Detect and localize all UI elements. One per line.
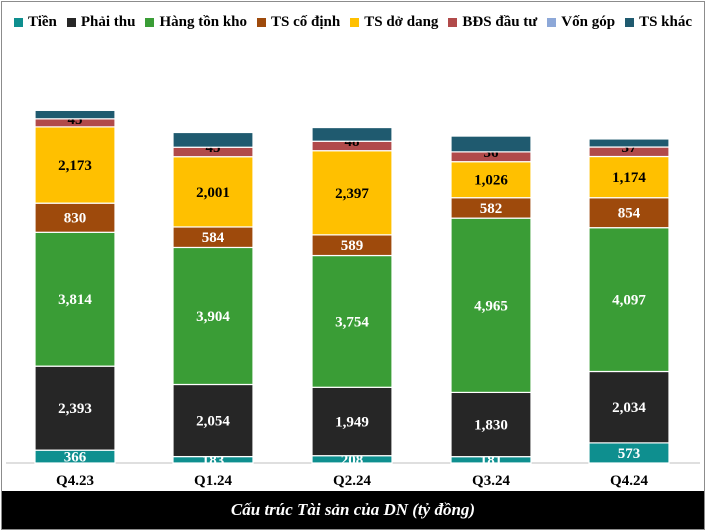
data-label: 3,814 — [58, 292, 92, 308]
legend-item: Hàng tồn kho — [145, 14, 247, 31]
bar-segment — [311, 386, 393, 457]
bar-segment — [450, 217, 532, 394]
legend-label: Hàng tồn kho — [159, 13, 248, 30]
legend-label: Vốn góp — [561, 13, 616, 30]
legend-item: BĐS đầu tư — [448, 14, 537, 31]
x-tick-label: Q4.24 — [610, 473, 648, 489]
bar-segment — [450, 161, 532, 199]
data-label: 1,026 — [474, 173, 508, 189]
data-label: 3,754 — [335, 314, 369, 330]
data-label: 208 — [341, 452, 364, 468]
legend-label: TS khác — [639, 13, 693, 30]
bar-segment — [588, 155, 670, 199]
x-tick-label: Q1.24 — [194, 473, 232, 489]
legend-item: TS cố định — [257, 14, 340, 31]
legend-label: TS cố định — [271, 13, 341, 30]
legend-label: Phải thu — [80, 13, 136, 30]
legend-label: Tiền — [27, 13, 57, 30]
data-label: 2,173 — [58, 158, 92, 174]
x-tick-label: Q2.24 — [333, 473, 371, 489]
legend-item: Vốn góp — [547, 14, 615, 31]
data-label: 2,001 — [196, 185, 230, 201]
bar-segment — [588, 138, 670, 148]
legend-item: TS khác — [625, 14, 692, 31]
data-label: 1,949 — [335, 414, 369, 430]
bar-segment — [172, 383, 254, 458]
data-label: 4,965 — [474, 298, 508, 314]
data-label: 2,054 — [196, 414, 230, 430]
bar-segment — [450, 135, 532, 153]
bar-segment — [311, 126, 393, 142]
bar-segment — [172, 246, 254, 386]
data-label: 854 — [618, 206, 641, 222]
data-label: 3,904 — [196, 309, 230, 325]
legend-label: BĐS đầu tư — [462, 13, 538, 30]
legend-swatch — [145, 17, 155, 27]
data-label: 366 — [64, 450, 87, 466]
legend-item: Tiền — [13, 13, 57, 31]
legend-swatch — [547, 17, 557, 27]
data-label: 2,393 — [58, 401, 92, 417]
x-tick-label: Q3.24 — [472, 473, 510, 489]
data-label: 2,034 — [612, 400, 646, 416]
legend-label: TS dở dang — [364, 13, 439, 30]
bar-segment — [588, 197, 670, 229]
bar-segment — [34, 365, 116, 451]
legend-item: TS dở dang — [350, 14, 438, 31]
bar-segment — [34, 202, 116, 233]
bar-segment — [311, 254, 393, 388]
data-label: 573 — [618, 446, 641, 462]
bar-segment — [34, 126, 116, 204]
data-label: 584 — [202, 230, 225, 246]
bar-segment — [588, 370, 670, 444]
chart-title-banner: Cấu trúc Tài sản của DN (tỷ đồng) — [2, 491, 704, 529]
data-label: 582 — [480, 201, 503, 217]
data-label: 589 — [341, 238, 364, 254]
data-label: 4,097 — [612, 293, 646, 309]
legend-swatch — [66, 17, 76, 27]
bar-segment — [34, 231, 116, 367]
legend-swatch — [448, 17, 458, 27]
legend-item: Phải thu — [66, 13, 136, 31]
data-label: 830 — [64, 211, 87, 227]
bar-segment — [588, 227, 670, 373]
chart-legend: Tiền Phải thu Hàng tồn kho TS cố định TS dở … — [0, 10, 706, 34]
x-tick-label: Q4.23 — [56, 473, 94, 489]
legend-swatch — [257, 17, 267, 27]
bar-segment — [172, 156, 254, 228]
chart-title: Cấu trúc Tài sản của DN (tỷ đồng) — [230, 500, 476, 519]
bar-segment — [450, 391, 532, 458]
bar-segment — [311, 150, 393, 236]
data-label: 1,174 — [612, 170, 646, 186]
bar-segment — [34, 109, 116, 120]
legend-swatch — [625, 17, 635, 27]
data-label: 2,397 — [335, 186, 369, 202]
data-label: 1,830 — [474, 418, 508, 434]
legend-swatch — [13, 17, 23, 27]
legend-swatch — [350, 17, 360, 27]
bar-segment — [172, 131, 254, 148]
